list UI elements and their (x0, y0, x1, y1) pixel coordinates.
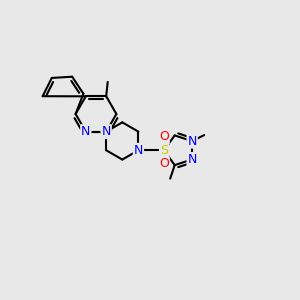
Text: N: N (188, 153, 197, 166)
Text: N: N (134, 144, 143, 157)
Text: N: N (81, 125, 91, 138)
Text: O: O (159, 157, 169, 170)
Text: N: N (101, 125, 111, 138)
Text: S: S (160, 144, 168, 157)
Text: N: N (188, 135, 197, 148)
Text: O: O (159, 130, 169, 143)
